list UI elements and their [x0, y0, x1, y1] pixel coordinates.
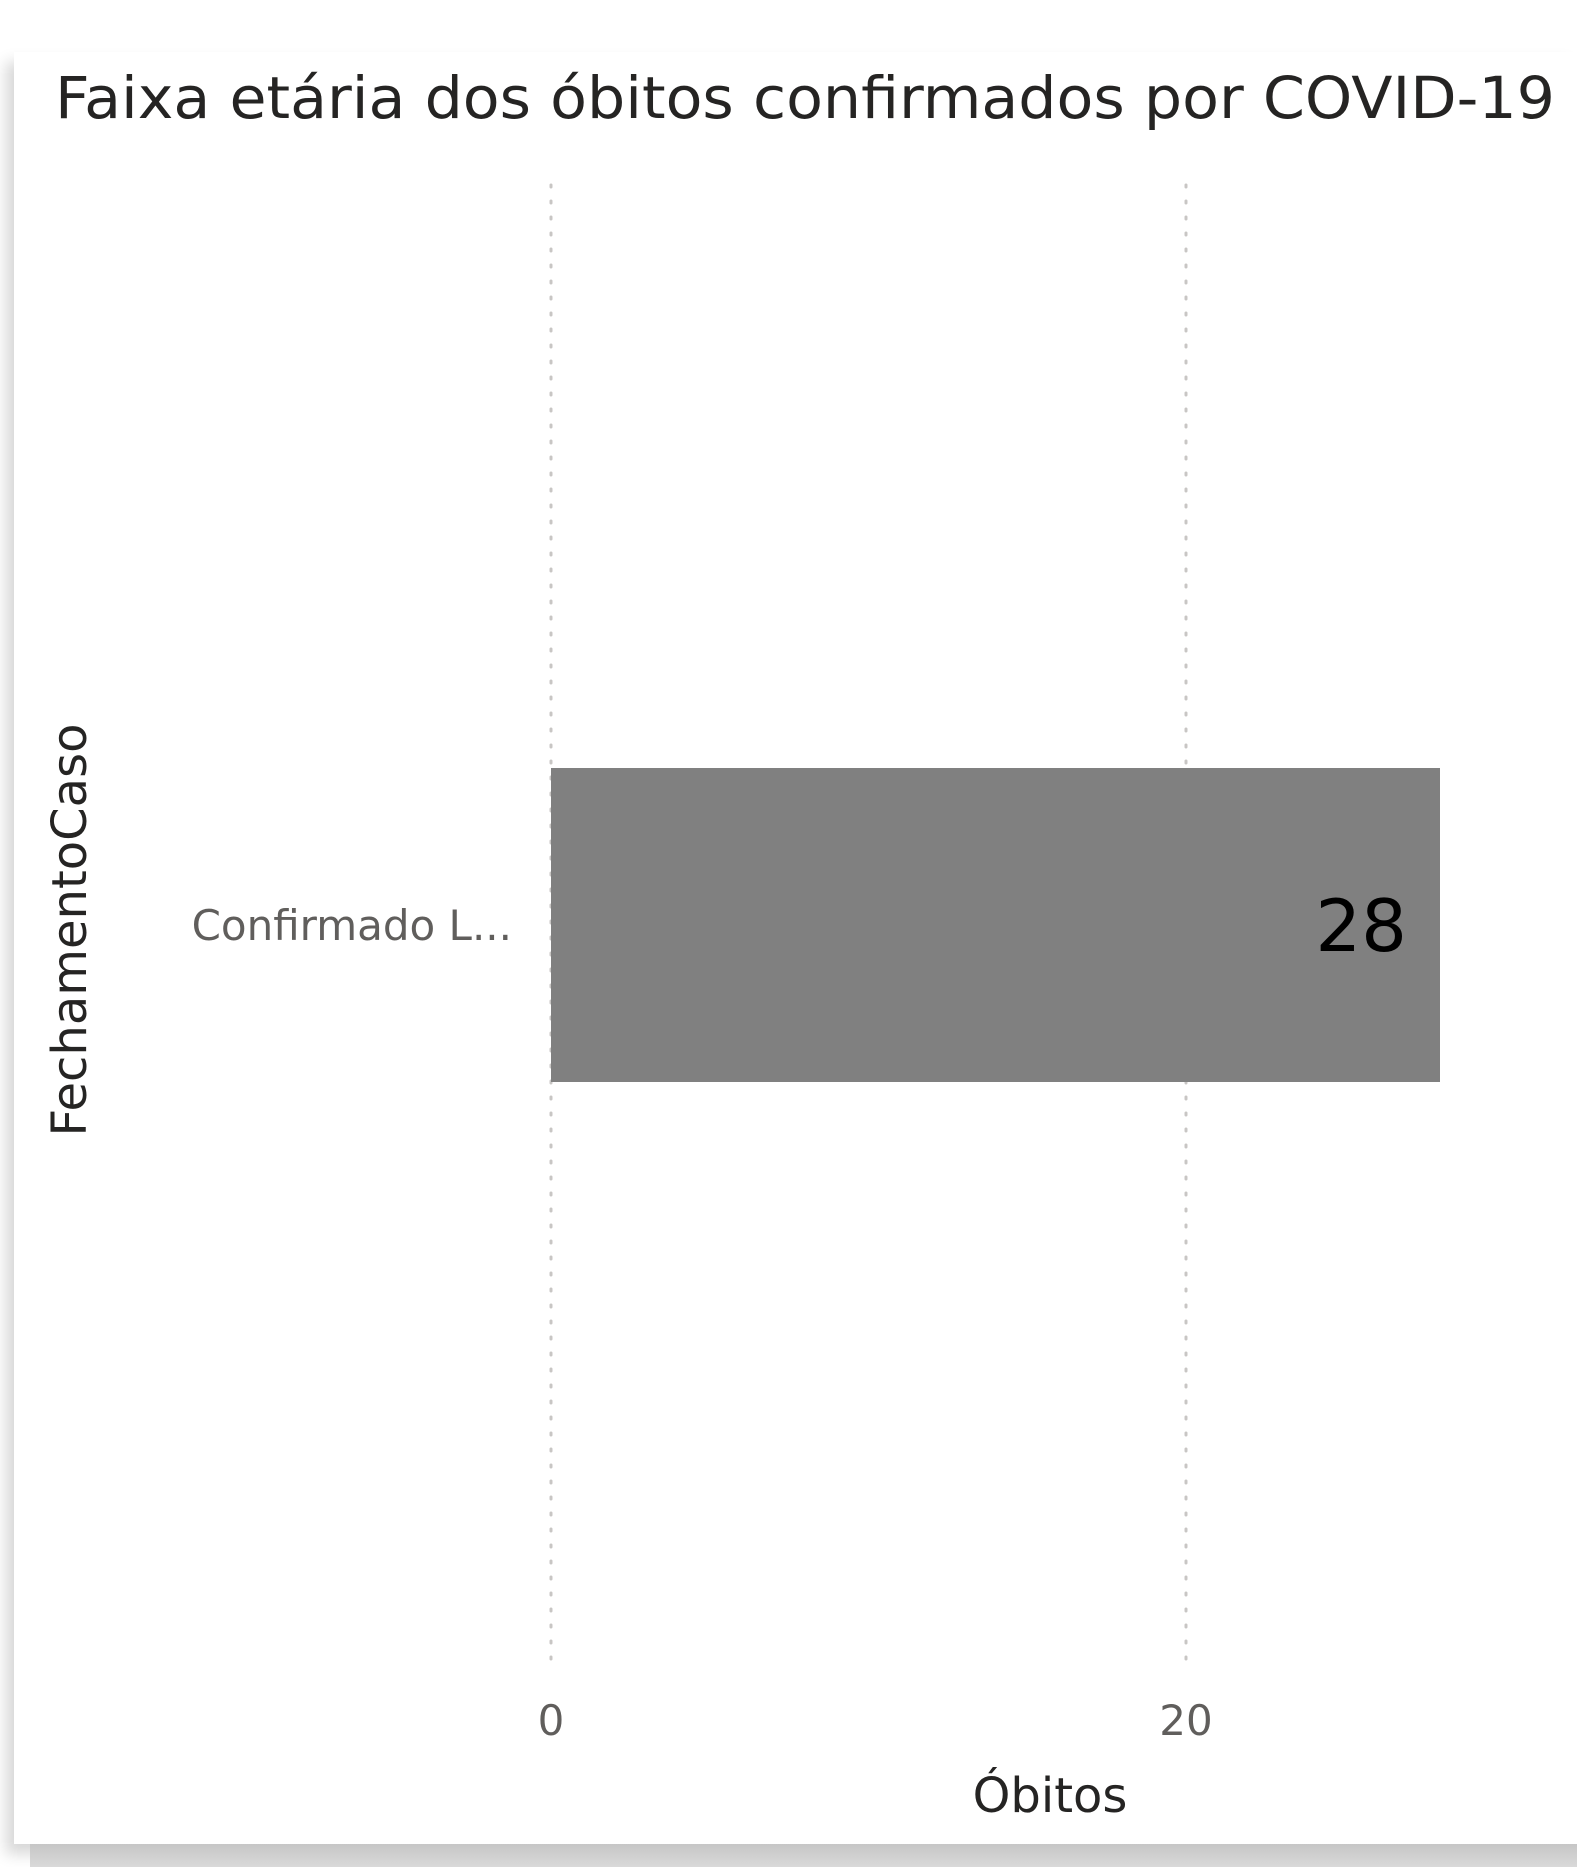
x-tick-label-0: 0: [538, 1696, 565, 1745]
y-axis-title: FechamentoCaso: [42, 724, 98, 1137]
category-label-0: Confirmado L...: [192, 901, 512, 950]
bars: [551, 768, 1440, 1082]
data-labels: 28: [1315, 884, 1407, 968]
x-axis-title: Óbitos: [973, 1767, 1128, 1824]
card-bottom-shadow: [30, 1844, 1577, 1867]
bar-0[interactable]: [551, 768, 1440, 1082]
chart-title: Faixa etária dos óbitos confirmados por …: [55, 64, 1555, 132]
data-label-0: 28: [1315, 884, 1407, 968]
x-axis-tick-labels: 0 20: [538, 1696, 1213, 1745]
category-labels: Confirmado L...: [192, 901, 512, 950]
x-tick-label-1: 20: [1159, 1696, 1212, 1745]
